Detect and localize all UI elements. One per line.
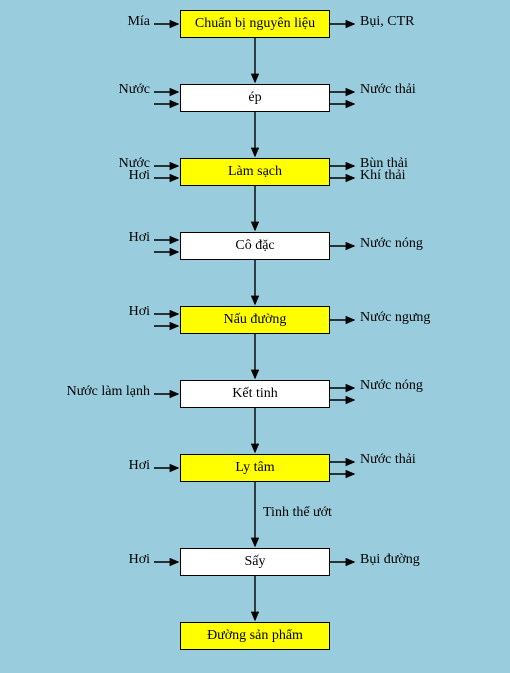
flow-label: Tinh thể ướt — [263, 505, 332, 521]
process-box-n9: Đường sản phẩm — [180, 622, 330, 650]
process-box-n1: Chuẩn bị nguyên liệu — [180, 10, 330, 38]
output-label: Nước ngưng — [360, 310, 430, 326]
process-box-n5: Nấu đường — [180, 306, 330, 334]
input-label: Nước — [119, 82, 150, 98]
output-label: Nước nóng — [360, 378, 423, 394]
input-label: Hơi — [129, 304, 150, 320]
input-label: Mía — [127, 14, 150, 30]
input-label: Hơi — [129, 458, 150, 474]
output-label: Bụi đường — [360, 552, 420, 568]
input-label: Hơi — [129, 168, 150, 184]
input-label: Nước làm lạnh — [67, 384, 150, 400]
output-label: Khí thải — [360, 168, 406, 184]
process-box-n7: Ly tâm — [180, 454, 330, 482]
input-label: Hơi — [129, 552, 150, 568]
input-label: Hơi — [129, 230, 150, 246]
output-label: Nước thải — [360, 82, 416, 98]
output-label: Bụi, CTR — [360, 14, 414, 30]
process-box-n2: ép — [180, 84, 330, 112]
process-box-n3: Làm sạch — [180, 158, 330, 186]
output-label: Nước nóng — [360, 236, 423, 252]
flowchart-canvas: Chuẩn bị nguyên liệu ép Làm sạch Cô đặc Nấu … — [0, 0, 510, 673]
process-box-n8: Sấy — [180, 548, 330, 576]
output-label: Nước thải — [360, 452, 416, 468]
process-box-n6: Kết tinh — [180, 380, 330, 408]
process-box-n4: Cô đặc — [180, 232, 330, 260]
